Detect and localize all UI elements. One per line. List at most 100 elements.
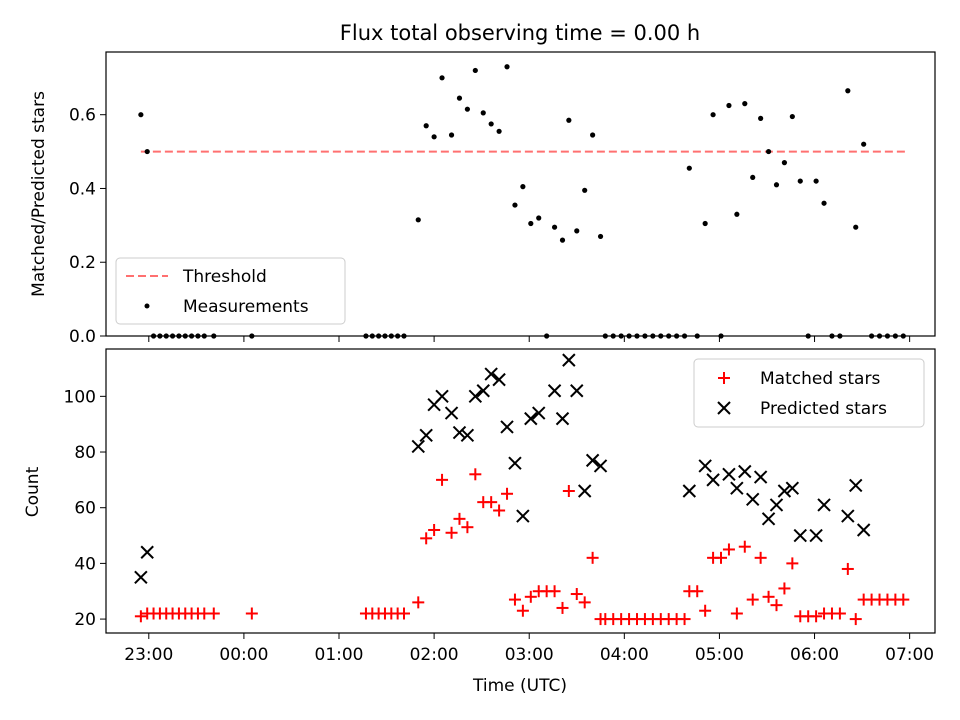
predicted-star-point bbox=[547, 384, 562, 398]
matched-star-point bbox=[436, 473, 449, 486]
matched-star-point bbox=[770, 599, 783, 612]
matched-star-point bbox=[412, 596, 425, 609]
count-legend-box bbox=[693, 358, 925, 428]
count-x-tick-label: 00:00 bbox=[219, 645, 268, 665]
matched-star-point bbox=[738, 540, 751, 553]
predicted-star-point bbox=[769, 498, 784, 512]
legend-predicted-swatch bbox=[717, 401, 731, 415]
matched-star-point bbox=[461, 521, 474, 534]
ratio-panel-frame bbox=[105, 51, 936, 337]
predicted-star-mark bbox=[508, 456, 522, 470]
predicted-star-mark bbox=[452, 425, 467, 440]
matched-star-point bbox=[578, 596, 591, 609]
matched-star-point bbox=[134, 610, 147, 623]
predicted-star-point bbox=[698, 459, 712, 473]
measurement-point bbox=[176, 333, 182, 339]
matched-star-point bbox=[556, 601, 569, 614]
measurement-point bbox=[884, 333, 891, 339]
predicted-star-point bbox=[516, 509, 530, 523]
matched-star-point bbox=[245, 607, 258, 620]
predicted-star-mark bbox=[809, 528, 823, 543]
predicted-star-mark bbox=[500, 420, 514, 434]
ratio-y-axis-label: Matched/Predicted stars bbox=[29, 91, 49, 297]
measurement-point bbox=[211, 333, 217, 339]
measurement-point bbox=[750, 174, 756, 181]
ratio-y-tick-label: 0.0 bbox=[69, 327, 96, 347]
matched-star-point bbox=[420, 532, 433, 545]
measurement-point bbox=[415, 217, 421, 223]
predicted-star-point bbox=[682, 484, 697, 498]
matched-star-point bbox=[810, 610, 823, 623]
matched-star-point bbox=[786, 557, 799, 570]
count-x-tick-label: 04:00 bbox=[600, 645, 649, 665]
measurement-point bbox=[861, 141, 867, 147]
measurement-point bbox=[892, 333, 898, 339]
count-y-tick-label: 100 bbox=[64, 387, 96, 407]
legend-matched-swatch bbox=[718, 372, 730, 384]
count-x-tick-label: 23:00 bbox=[124, 645, 173, 665]
legend-measurements-swatch bbox=[144, 303, 150, 309]
predicted-star-mark bbox=[562, 353, 576, 367]
predicted-star-mark bbox=[593, 459, 608, 473]
measurement-point bbox=[157, 333, 163, 339]
measurement-point bbox=[201, 333, 207, 339]
measurement-point bbox=[574, 228, 580, 234]
predicted-star-mark bbox=[577, 484, 592, 498]
predicted-star-mark bbox=[516, 509, 530, 523]
count-x-tick-label: 06:00 bbox=[790, 645, 839, 665]
measurement-point bbox=[773, 182, 780, 188]
predicted-star-mark bbox=[817, 498, 831, 512]
measurement-point bbox=[650, 333, 656, 339]
matched-star-point bbox=[501, 487, 514, 500]
predicted-star-mark bbox=[411, 439, 425, 454]
matched-star-point bbox=[897, 593, 910, 606]
predicted-star-point bbox=[753, 470, 768, 484]
matched-star-point bbox=[841, 562, 854, 575]
predicted-star-point bbox=[532, 406, 546, 420]
measurement-point bbox=[520, 184, 526, 190]
matched-star-point bbox=[207, 607, 220, 620]
measurement-point bbox=[456, 95, 463, 101]
measurement-point bbox=[686, 165, 692, 171]
measurement-point bbox=[694, 333, 700, 339]
matched-star-point bbox=[691, 585, 704, 598]
measurement-point bbox=[618, 333, 624, 339]
matched-star-point bbox=[562, 485, 575, 497]
measurement-point bbox=[376, 333, 382, 339]
count-legend: Matched stars Predicted stars bbox=[693, 358, 925, 428]
matched-star-point bbox=[485, 496, 498, 509]
predicted-star-point bbox=[476, 384, 490, 398]
predicted-star-mark bbox=[682, 484, 697, 498]
ratio-plot-area bbox=[138, 64, 909, 339]
measurement-point bbox=[813, 178, 819, 184]
measurement-point bbox=[845, 88, 851, 94]
predicted-star-point bbox=[577, 484, 592, 498]
matched-star-point bbox=[715, 551, 728, 564]
measurement-point bbox=[821, 200, 827, 206]
measurement-point bbox=[388, 333, 394, 339]
predicted-star-point bbox=[460, 428, 475, 443]
measurement-point bbox=[401, 333, 407, 339]
count-x-tick-label: 01:00 bbox=[315, 645, 364, 665]
measurement-point bbox=[382, 333, 388, 339]
measurement-point bbox=[138, 112, 144, 118]
count-x-tick-label: 05:00 bbox=[695, 645, 744, 665]
measurement-point bbox=[188, 333, 195, 339]
measurement-point bbox=[610, 333, 616, 339]
measurement-point bbox=[496, 128, 502, 134]
matched-star-point bbox=[730, 607, 743, 620]
predicted-star-point bbox=[761, 512, 776, 526]
legend-measurements-label: Measurements bbox=[183, 297, 309, 317]
measurement-point bbox=[674, 333, 680, 339]
measurement-point bbox=[876, 333, 883, 339]
legend-predicted-label: Predicted stars bbox=[760, 399, 887, 419]
matched-star-point bbox=[548, 585, 561, 598]
measurement-point bbox=[472, 67, 478, 74]
measurement-point bbox=[536, 215, 542, 221]
matched-star-point bbox=[508, 593, 521, 606]
matched-star-point bbox=[762, 590, 775, 603]
matched-star-point bbox=[833, 607, 846, 620]
measurement-point bbox=[369, 333, 375, 339]
matched-star-point bbox=[586, 551, 599, 564]
measurement-point bbox=[634, 333, 640, 339]
